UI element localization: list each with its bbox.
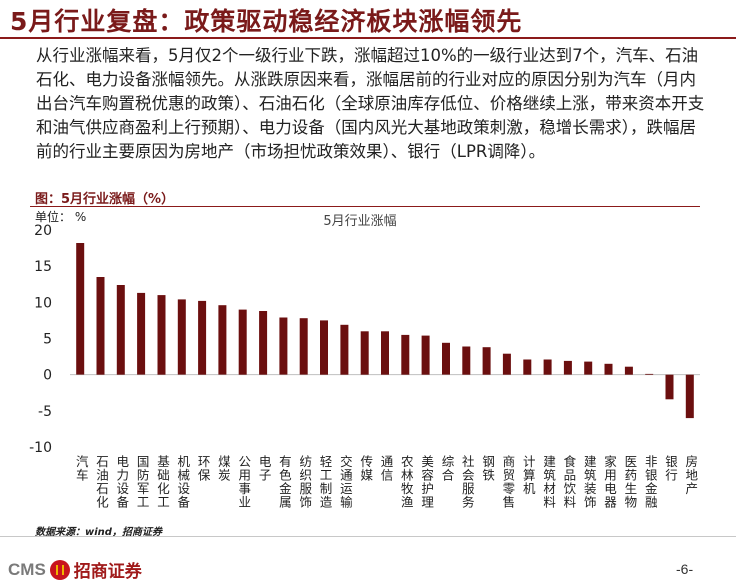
- bar: [238, 309, 247, 375]
- bar: [177, 299, 186, 375]
- bar: [259, 311, 268, 375]
- x-tick-label: 食品饮料: [561, 454, 576, 509]
- title-divider: [0, 37, 736, 39]
- x-tick-label: 综合: [440, 455, 455, 482]
- x-tick-label: 商贸零售: [500, 454, 515, 509]
- y-tick-label: 10: [34, 295, 52, 311]
- bar: [645, 373, 654, 375]
- bar: [401, 334, 410, 375]
- bar: [360, 331, 369, 375]
- bar: [157, 295, 166, 375]
- footer-divider: [0, 536, 736, 537]
- x-tick-label: 公用事业: [236, 455, 251, 509]
- x-tick-label: 银行: [663, 455, 678, 482]
- y-tick-label: -5: [38, 404, 52, 420]
- x-tick-label: 基础化工: [155, 455, 170, 509]
- logo-text: CMS: [8, 559, 46, 579]
- bar: [421, 335, 430, 375]
- bar: [96, 277, 105, 375]
- data-source: 数据来源：wind，招商证券: [35, 527, 162, 538]
- logo-emblem-icon: [49, 559, 70, 580]
- x-tick-label: 美容护理: [419, 455, 434, 509]
- bar: [137, 292, 146, 375]
- company-logo: CMS 招商证券: [8, 557, 142, 582]
- figure-caption: 图：5月行业涨幅（%）: [35, 192, 175, 207]
- x-tick-label: 家用电器: [602, 454, 617, 509]
- bar: [462, 346, 471, 375]
- bar: [604, 363, 613, 375]
- logo-chinese-name: 招商证券: [73, 562, 142, 582]
- x-tick-label: 汽车: [74, 454, 89, 482]
- industry-gain-chart: 5月行业涨幅 -10 -5 0 5 10 15 20 汽车 石油石化 电力设备 国防军工 基础化工 机械设…: [29, 214, 700, 509]
- bar: [320, 320, 328, 375]
- summary-paragraph: 从行业涨幅来看，5月仅2个一级行业下跌，涨幅超过10%的一级行业达到7个，汽车、…: [36, 46, 705, 161]
- bar: [198, 300, 207, 375]
- page-number: -6-: [676, 561, 694, 577]
- y-tick-label: -10: [29, 440, 52, 456]
- x-tick-label: 非银金融: [643, 455, 658, 509]
- bar: [218, 305, 227, 375]
- bar: [543, 359, 552, 375]
- x-tick-label: 医药生物: [622, 455, 637, 509]
- unit-label: 单位： %: [35, 210, 87, 224]
- bar: [665, 374, 674, 400]
- bar: [442, 342, 450, 375]
- y-tick-label: 0: [43, 368, 52, 384]
- x-tick-label: 石油石化: [94, 455, 109, 509]
- chart-title: 5月行业涨幅: [323, 214, 396, 229]
- bar: [340, 324, 349, 375]
- x-tick-label: 钢铁: [480, 455, 495, 482]
- x-tick-label: 环保: [196, 455, 211, 482]
- y-tick-label: 5: [43, 332, 52, 348]
- bar: [563, 360, 572, 375]
- x-tick-label: 通信: [379, 455, 394, 482]
- y-tick-label: 20: [34, 223, 52, 239]
- x-tick-label: 计算机: [521, 455, 536, 496]
- bar: [523, 359, 532, 375]
- x-tick-label: 电子: [257, 455, 272, 482]
- page-title: 5月行业复盘：政策驱动稳经济板块涨幅领先: [10, 7, 523, 36]
- x-tick-label: 电力设备: [114, 455, 129, 509]
- x-tick-label: 房地产: [683, 454, 698, 496]
- x-tick-label: 交通运输: [338, 454, 353, 509]
- x-tick-label: 传媒: [358, 454, 373, 482]
- x-tick-label: 有色金属: [277, 455, 292, 509]
- x-tick-label: 机械设备: [175, 455, 190, 509]
- bar: [76, 243, 85, 375]
- bar: [685, 374, 694, 419]
- x-tick-label: 建筑装饰: [582, 455, 597, 509]
- bar: [624, 366, 633, 375]
- bar: [381, 331, 389, 375]
- x-tick-label: 国防军工: [135, 455, 150, 509]
- x-tick-label: 煤炭: [216, 455, 231, 482]
- bar: [482, 347, 491, 375]
- x-tick-label: 农林牧渔: [399, 455, 414, 509]
- bar: [299, 318, 308, 375]
- bar: [502, 353, 511, 375]
- y-tick-label: 15: [34, 259, 52, 275]
- bar: [584, 361, 593, 375]
- figure-divider: [30, 206, 700, 207]
- bar: [279, 317, 288, 375]
- x-tick-label: 社会服务: [460, 454, 475, 509]
- x-tick-label: 建筑材料: [541, 455, 556, 509]
- x-tick-label: 纺织服饰: [297, 455, 312, 509]
- bar: [116, 285, 125, 375]
- x-tick-label: 轻工制造: [318, 455, 333, 509]
